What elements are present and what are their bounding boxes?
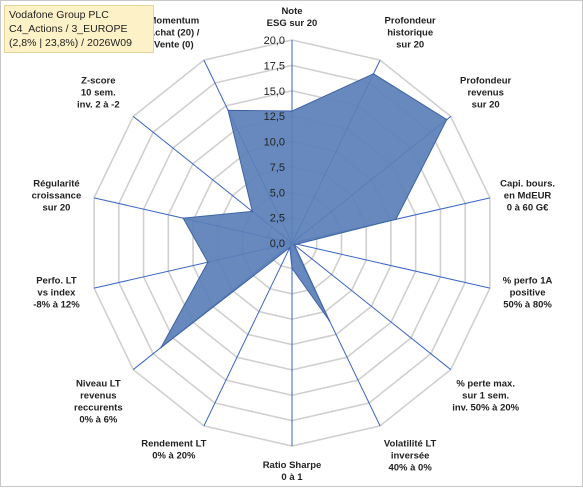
tick-label: 5,0 [270, 187, 285, 199]
axis-label: Perfo. LT vs index -8% à 12% [33, 275, 80, 310]
axis-spoke [291, 242, 452, 370]
axis-label: Note ESG sur 20 [267, 6, 318, 29]
axis-label-line: Vente (0) [154, 39, 194, 50]
tick-label: 10,0 [264, 137, 285, 149]
axis-label-line: sur 20 [472, 100, 500, 111]
axis-label-line: Z-score [81, 76, 115, 87]
axis-label-line: inv. 2 à -2 [77, 100, 120, 111]
axis-label-line: 0% à 20% [152, 451, 196, 462]
data-point [296, 243, 298, 245]
axis-label-line: inv. 50% à 20% [452, 402, 519, 413]
tick-label: 2,5 [270, 213, 285, 225]
axis-label-line: reccurents [74, 402, 123, 413]
data-point [372, 73, 375, 75]
axis-label-line: en MdEUR [504, 191, 552, 202]
data-point [288, 246, 291, 249]
axis-label: % perfo 1A positive 50% à 80% [503, 275, 553, 310]
title-line-3: (2,8% | 23,8%) / 2026W09 [9, 37, 132, 49]
axis-label-line: Perfo. LT [36, 275, 77, 286]
axis-label-line: Ratio Sharpe [263, 460, 322, 471]
data-point [207, 261, 209, 263]
axis-label: Z-score 10 sem. inv. 2 à -2 [77, 76, 120, 111]
axis-label-line: Profondeur [460, 76, 511, 87]
axis-label-line: Régularité [33, 179, 79, 190]
title-line-2: C4_Actions / 3_EUROPE [9, 23, 128, 35]
axis-label-line: Momentum [149, 15, 200, 26]
data-point [291, 110, 293, 112]
axis-label: Niveau LT revenus reccurents 0% à 6% [74, 378, 123, 425]
axis-label: % perte max. sur 1 sem. inv. 50% à 20% [452, 378, 519, 413]
axis-label-line: 10 sem. [81, 88, 116, 99]
axis-label-line: historique [387, 27, 433, 38]
axis-label-line: vs index [37, 287, 76, 298]
axis-label-line: 0 à 1 [281, 472, 303, 483]
tick-label: 12,5 [264, 111, 285, 123]
axis-label: Profondeur historique sur 20 [385, 15, 436, 50]
axis-label: Ratio Sharpe 0 à 1 [263, 460, 322, 483]
axis-label-line: croissance [32, 191, 82, 202]
axis-label: Momentum Achat (20) / Vente (0) [148, 15, 200, 50]
axis-label-line: Rendement LT [141, 439, 206, 450]
data-point [293, 244, 296, 246]
axis-label: Profondeur revenus sur 20 [460, 76, 511, 111]
data-point [445, 118, 448, 121]
tick-label: 20,0 [264, 35, 285, 47]
axis-label-line: Niveau LT [76, 378, 121, 389]
axis-label-line: Volatilité LT [384, 439, 437, 450]
axis-label-line: % perfo 1A [503, 275, 553, 286]
axis-label-line: sur 20 [42, 203, 70, 214]
axis-label-line: inversée [391, 451, 430, 462]
axis-label-line: % perte max. [456, 378, 515, 389]
data-point [182, 217, 184, 219]
axis-label-line: revenus [467, 88, 503, 99]
title-line-1: Vodafone Group PLC [9, 9, 109, 21]
data-point [328, 319, 331, 322]
axis-label-line: sur 20 [396, 39, 424, 50]
axis-label-line: Profondeur [385, 15, 436, 26]
axis-spoke [203, 242, 293, 427]
axis-label-line: 40% à 0% [388, 463, 432, 474]
axis-label: Volatilité LT inversée 40% à 0% [384, 439, 437, 474]
data-point [251, 210, 254, 213]
axis-spoke [291, 242, 491, 289]
axis-label-line: sur 1 sem. [462, 390, 509, 401]
axis-label-line: revenus [80, 390, 116, 401]
axis-label-line: 0 à 60 G€ [507, 203, 549, 214]
axis-label-line: 0% à 6% [79, 414, 118, 425]
axis-label-line: ESG sur 20 [267, 18, 318, 29]
axis-label-line: -8% à 12% [33, 299, 80, 310]
axis-label-line: Achat (20) / [148, 27, 200, 38]
axis-label: Régularité croissance sur 20 [32, 179, 82, 214]
axis-label-line: positive [510, 287, 546, 298]
tick-label: 0,0 [270, 238, 285, 250]
chart-title-box: Vodafone Group PLC C4_Actions / 3_EUROPE… [4, 5, 154, 53]
data-point [227, 109, 229, 112]
data-point [160, 346, 162, 349]
axis-label-line: Capi. bours. [500, 179, 555, 190]
data-point [395, 218, 397, 221]
axis-label: Capi. bours. en MdEUR 0 à 60 G€ [500, 179, 555, 214]
axis-label-line: Note [281, 6, 302, 17]
tick-label: 7,5 [270, 162, 285, 174]
tick-label: 17,5 [264, 60, 285, 72]
data-point [291, 267, 293, 270]
axis-label-line: 50% à 80% [503, 299, 552, 310]
tick-label: 15,0 [264, 86, 285, 98]
axis-label: Rendement LT 0% à 20% [141, 439, 206, 462]
series-area [160, 73, 448, 348]
